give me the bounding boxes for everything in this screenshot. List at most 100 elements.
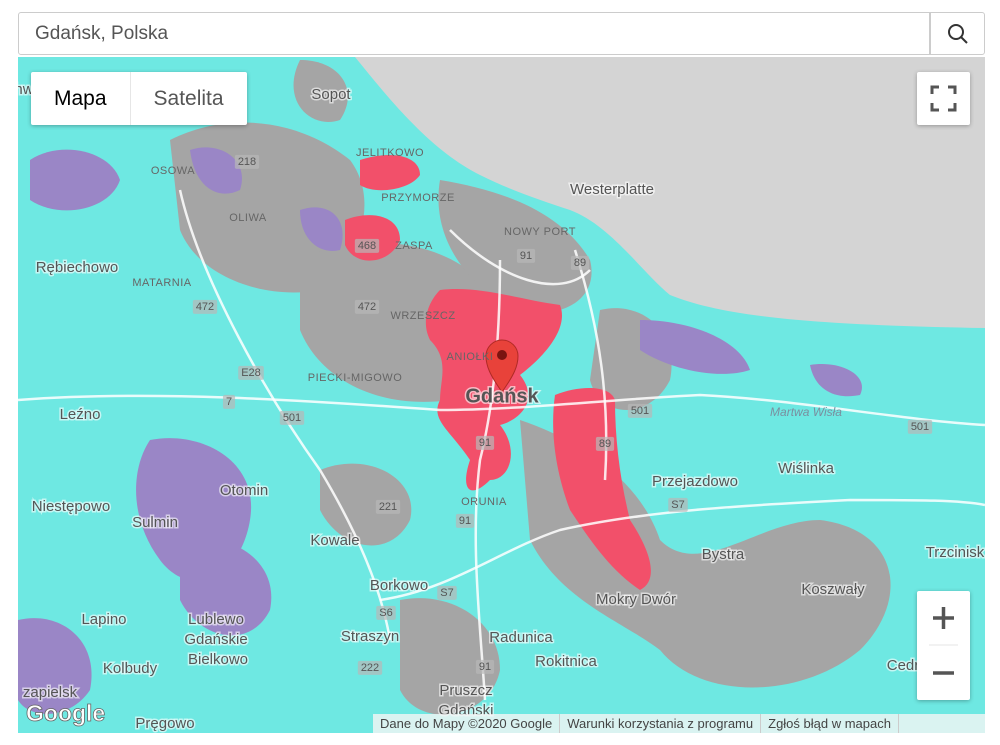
place-label: PRZYMORZE xyxy=(381,192,455,204)
place-label: Wiślinka xyxy=(778,460,834,477)
place-label: ORUNIA xyxy=(461,496,507,508)
place-label: OSOWA xyxy=(151,165,195,177)
road-number: 89 xyxy=(574,257,586,269)
road-shield xyxy=(455,513,475,528)
place-label: MATARNIA xyxy=(132,277,191,289)
road-shield xyxy=(375,499,401,514)
place-label: hw xyxy=(18,81,34,98)
location-marker[interactable] xyxy=(485,339,519,393)
road-shield xyxy=(279,410,305,425)
fullscreen-button[interactable] xyxy=(917,72,970,125)
road-shield xyxy=(354,299,380,314)
road-number: S6 xyxy=(379,607,392,619)
road-number: S7 xyxy=(440,587,453,599)
place-label: Martwa Wisła xyxy=(770,405,842,419)
road-shield xyxy=(627,403,653,418)
place-label: Kolbudy xyxy=(103,660,158,677)
search-icon xyxy=(948,24,968,44)
place-label: Sopot xyxy=(311,86,351,103)
place-label: WRZESZCZ xyxy=(390,310,455,322)
road-number: 468 xyxy=(358,240,376,252)
google-logo: Google xyxy=(26,700,105,726)
footer-link[interactable]: Dane do Mapy ©2020 Google xyxy=(373,714,561,733)
road-shield xyxy=(222,394,236,409)
place-label: Gdańskie xyxy=(184,631,247,648)
place-label: PIECKI-MIGOWO xyxy=(308,372,403,384)
road-shield xyxy=(238,365,264,380)
place-label: Bielkowo xyxy=(188,651,248,668)
place-label: Radunica xyxy=(489,629,553,646)
weak-coverage xyxy=(18,147,862,714)
place-label: Trzcinisk xyxy=(926,544,985,561)
road-shield xyxy=(475,435,495,450)
zoom-in[interactable] xyxy=(933,607,954,629)
road-shield xyxy=(234,154,260,169)
place-label: Rokitnica xyxy=(535,653,597,670)
place-label: Borkowo xyxy=(370,577,428,594)
road-shield xyxy=(668,497,688,512)
road-number: 89 xyxy=(599,438,611,450)
place-label: Lublewo xyxy=(188,611,244,628)
place-label: Otomin xyxy=(220,482,268,499)
road-number: 91 xyxy=(520,250,532,262)
search-button[interactable] xyxy=(930,12,985,55)
place-label: JELITKOWO xyxy=(356,147,424,159)
fullscreen-icon xyxy=(930,85,957,112)
place-label: Gdańsk xyxy=(465,385,539,407)
road-shield xyxy=(354,238,380,253)
place-label: Bystra xyxy=(702,546,745,563)
place-label: Niestępowo xyxy=(32,498,110,515)
map-type-button[interactable]: Satelita xyxy=(129,72,247,125)
place-label: Sulmin xyxy=(132,514,178,531)
road-shield xyxy=(570,255,590,270)
road-number: 221 xyxy=(379,501,397,513)
road-number: 472 xyxy=(358,301,376,313)
road-number: 218 xyxy=(238,156,256,168)
road-shield xyxy=(192,299,218,314)
road-shield xyxy=(595,436,615,451)
zoom-control xyxy=(917,591,970,700)
road-number: 91 xyxy=(459,515,471,527)
road-shield xyxy=(475,659,495,674)
place-label: ANIOŁKI xyxy=(447,351,494,363)
place-label: NOWY PORT xyxy=(504,226,576,238)
map-type-control: Mapa Satelita xyxy=(31,72,247,125)
map-footer: Dane do Mapy ©2020 Google Warunki korzys… xyxy=(373,714,985,733)
place-label: zapielsk xyxy=(23,684,78,701)
map-labels: hw Sopot JELITKOWO OSOWA 218 PRZYMORZE Westerp… xyxy=(18,79,985,733)
road-shield xyxy=(357,660,383,675)
place-label: Lapino xyxy=(81,611,126,628)
location-marker-dot xyxy=(497,350,507,360)
road-number: 222 xyxy=(361,662,379,674)
place-label: Przejazdowo xyxy=(652,473,738,490)
place-label: Pruszcz xyxy=(439,682,492,699)
road-number: 501 xyxy=(911,421,929,433)
road-number: 501 xyxy=(283,412,301,424)
place-label: Cedr xyxy=(887,657,920,674)
place-label: Mokry Dwór xyxy=(596,591,676,608)
map-type-button[interactable]: Mapa xyxy=(54,87,107,110)
footer-link[interactable]: Zgłoś błąd w mapach xyxy=(761,714,899,733)
zoom-icons xyxy=(929,607,958,675)
road-number: 7 xyxy=(226,396,232,408)
place-label: Straszyn xyxy=(341,628,399,645)
place-label: Rębiechowo xyxy=(36,259,119,276)
road-shield xyxy=(516,248,536,263)
map[interactable]: hw Sopot JELITKOWO OSOWA 218 PRZYMORZE Westerp… xyxy=(18,57,985,733)
search-input[interactable]: Gdańsk, Polska xyxy=(18,12,930,55)
place-label: Koszwały xyxy=(801,581,865,598)
road-shield xyxy=(376,605,396,620)
place-label: Pręgowo xyxy=(135,715,194,732)
place-label: OLIWA xyxy=(229,212,267,224)
road-number: 472 xyxy=(196,301,214,313)
road-shield xyxy=(907,419,933,434)
road-number: S7 xyxy=(671,499,684,511)
road-number: 501 xyxy=(631,405,649,417)
road-number: 91 xyxy=(479,661,491,673)
place-label: Leźno xyxy=(60,406,101,423)
place-label: Westerplatte xyxy=(570,181,654,198)
place-label: ZASPA xyxy=(395,240,433,252)
road-shield xyxy=(437,585,457,600)
footer-link[interactable]: Warunki korzystania z programu xyxy=(560,714,762,733)
